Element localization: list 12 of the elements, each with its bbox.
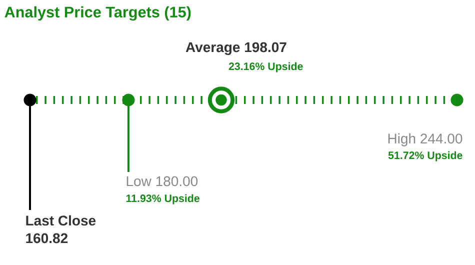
text: 23.16% Upside: [228, 62, 303, 72]
data-label: 160.82: [26, 233, 68, 244]
data-label: 244.00: [420, 134, 462, 144]
data-label: 180.00: [156, 176, 198, 186]
category-label: Last Close: [26, 215, 96, 226]
text: Analyst Price Targets (15): [4, 6, 191, 21]
category-label: High: [388, 133, 416, 146]
category-label: Average: [186, 42, 240, 56]
category-label: Low: [126, 176, 152, 186]
data-label: 198.07: [244, 42, 286, 52]
text: 51.72% Upside: [388, 151, 462, 162]
text: 11.93% Upside: [126, 194, 200, 204]
